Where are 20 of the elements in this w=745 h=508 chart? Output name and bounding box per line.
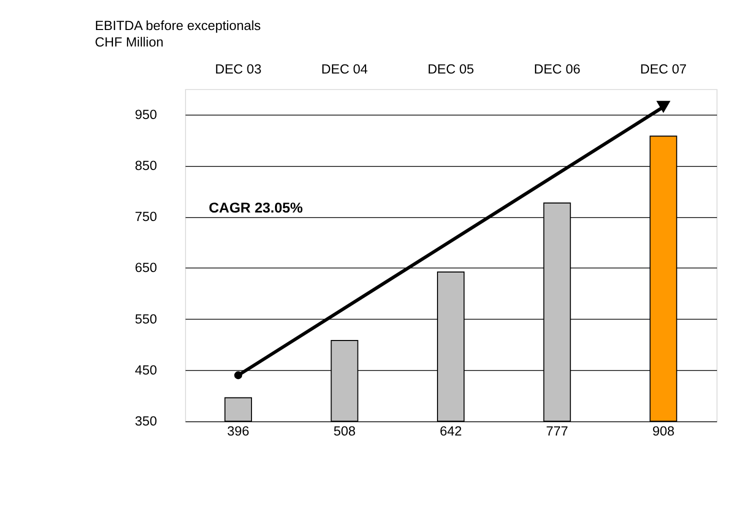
data-label: 908 <box>652 423 674 438</box>
data-label: 642 <box>440 423 462 438</box>
chart-title: EBITDA before exceptionals <box>94 18 262 34</box>
x-tick-label: DEC 07 <box>640 61 687 76</box>
y-tick-label: 650 <box>134 260 158 276</box>
y-tick-label: 950 <box>134 106 158 122</box>
x-tick-label: DEC 06 <box>534 61 580 76</box>
data-label: 777 <box>546 423 568 438</box>
data-label: 508 <box>333 423 356 438</box>
x-tick-label: DEC 04 <box>321 61 368 76</box>
x-tick-label: DEC 03 <box>214 61 262 76</box>
annotation: CAGR 23.05% <box>208 200 304 216</box>
chart-subtitle: CHF Million <box>94 34 164 50</box>
y-tick-label: 750 <box>134 209 158 224</box>
y-tick-label: 450 <box>134 362 158 378</box>
y-tick-label: 350 <box>134 414 158 429</box>
data-label: 396 <box>227 423 250 438</box>
y-tick-label: 550 <box>134 311 158 326</box>
x-tick-label: DEC 05 <box>428 61 474 76</box>
y-tick-label: 850 <box>134 158 158 173</box>
